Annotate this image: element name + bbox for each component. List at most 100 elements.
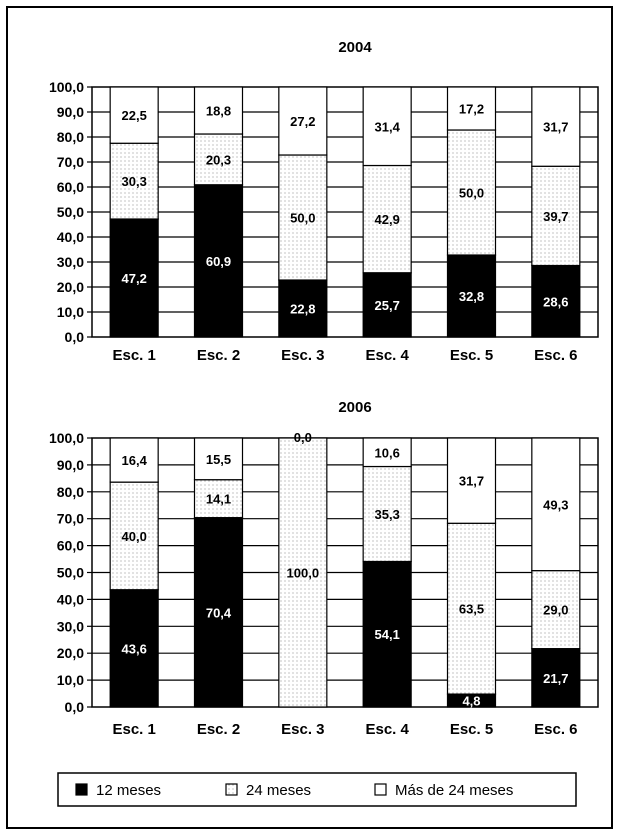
legend-swatch: [374, 783, 387, 796]
data-label: 40,0: [122, 529, 147, 544]
data-label: 20,3: [206, 152, 231, 167]
x-category-label: Esc. 6: [534, 721, 577, 738]
legend-label: 24 meses: [246, 782, 311, 799]
data-label: 0,0: [294, 430, 312, 445]
y-tick-label: 80,0: [57, 129, 84, 145]
bar-segment: [278, 154, 328, 281]
y-tick-label: 30,0: [57, 618, 84, 634]
data-label: 43,6: [122, 641, 147, 656]
data-label: 10,6: [375, 445, 400, 460]
y-tick-label: 90,0: [57, 104, 84, 120]
x-category-label: Esc. 3: [281, 721, 324, 738]
bar-segment: [362, 86, 412, 167]
data-label: 4,8: [462, 694, 480, 709]
data-label: 27,2: [290, 114, 315, 129]
bar-segment: [109, 142, 159, 220]
x-category-label: Esc. 5: [450, 347, 493, 364]
bar-segment: [278, 279, 328, 338]
bar-segment: [109, 481, 159, 591]
bar-segment: [531, 165, 581, 267]
data-label: 50,0: [459, 186, 484, 201]
data-label: 32,8: [459, 289, 484, 304]
data-label: 100,0: [287, 566, 320, 581]
bar-segment: [446, 437, 497, 524]
bar-segment: [531, 437, 581, 572]
data-label: 15,5: [206, 452, 231, 467]
x-category-label: Esc. 4: [365, 721, 409, 738]
x-category-label: Esc. 2: [197, 721, 240, 738]
data-label: 22,8: [290, 302, 315, 317]
data-label: 30,3: [122, 174, 147, 189]
data-label: 31,7: [543, 120, 568, 135]
y-tick-label: 100,0: [49, 79, 84, 95]
x-category-label: Esc. 1: [112, 347, 155, 364]
bar-segment: [362, 164, 412, 274]
data-label: 50,0: [290, 211, 315, 226]
bar-segment: [109, 86, 159, 144]
data-label: 60,9: [206, 254, 231, 269]
y-tick-label: 30,0: [57, 254, 84, 270]
bar-segment: [278, 437, 328, 708]
x-category-label: Esc. 3: [281, 347, 324, 364]
legend-swatch: [75, 783, 88, 796]
legend-swatch: [225, 783, 238, 796]
legend-label: Más de 24 meses: [395, 782, 513, 799]
data-label: 49,3: [543, 497, 568, 512]
data-label: 29,0: [543, 603, 568, 618]
x-category-label: Esc. 5: [450, 721, 493, 738]
data-label: 42,9: [375, 212, 400, 227]
bar-segment: [531, 264, 581, 338]
data-label: 63,5: [459, 602, 484, 617]
bar-segment: [362, 437, 412, 468]
data-label: 16,4: [122, 453, 148, 468]
data-label: 35,3: [375, 507, 400, 522]
x-category-label: Esc. 2: [197, 347, 240, 364]
data-label: 31,7: [459, 474, 484, 489]
data-label: 47,2: [122, 271, 147, 286]
y-tick-label: 0,0: [65, 699, 85, 715]
data-label: 25,7: [375, 298, 400, 313]
data-label: 14,1: [206, 492, 231, 507]
bar-segment: [193, 86, 244, 135]
chart-title: 2004: [338, 39, 372, 56]
data-label: 54,1: [375, 627, 400, 642]
y-tick-label: 60,0: [57, 179, 84, 195]
y-tick-label: 90,0: [57, 457, 84, 473]
y-tick-label: 50,0: [57, 204, 84, 220]
bar-segment: [109, 218, 159, 338]
legend-label: 12 meses: [96, 782, 161, 799]
data-label: 28,6: [543, 294, 568, 309]
bar-segment: [446, 254, 497, 338]
y-tick-label: 20,0: [57, 279, 84, 295]
data-label: 31,4: [375, 119, 401, 134]
data-label: 22,5: [122, 108, 147, 123]
bar-segment: [531, 648, 581, 708]
y-tick-label: 70,0: [57, 154, 84, 170]
data-label: 70,4: [206, 605, 232, 620]
x-category-label: Esc. 1: [112, 721, 155, 738]
y-tick-label: 50,0: [57, 565, 84, 581]
bar-segment: [531, 86, 581, 167]
bar-segment: [109, 437, 159, 483]
bar-segment: [193, 184, 244, 338]
y-tick-label: 100,0: [49, 430, 84, 446]
y-tick-label: 80,0: [57, 484, 84, 500]
y-tick-label: 40,0: [57, 591, 84, 607]
x-category-label: Esc. 4: [365, 347, 409, 364]
y-tick-label: 10,0: [57, 304, 84, 320]
data-label: 21,7: [543, 671, 568, 686]
bar-segment: [446, 86, 497, 131]
bar-segment: [109, 589, 159, 708]
data-label: 17,2: [459, 102, 484, 117]
y-tick-label: 10,0: [57, 672, 84, 688]
y-tick-label: 60,0: [57, 538, 84, 554]
chart-title: 2006: [338, 399, 371, 416]
y-tick-label: 70,0: [57, 511, 84, 527]
legend: 12 meses 24 meses Más de 24 meses: [57, 772, 577, 807]
y-tick-label: 40,0: [57, 229, 84, 245]
legend-box: [57, 772, 577, 807]
bar-segment: [362, 465, 412, 563]
chart-2004: 2004 0,0 10,0 20,0 30,0 40,0 50,0 60,0 70,0 80,0 9…: [49, 39, 599, 364]
chart-2006: 2006 0,0 10,0 20,0 30,0 40,0 50,0 60,0 70,0 80,0 9…: [49, 399, 599, 738]
y-tick-label: 0,0: [65, 329, 85, 345]
